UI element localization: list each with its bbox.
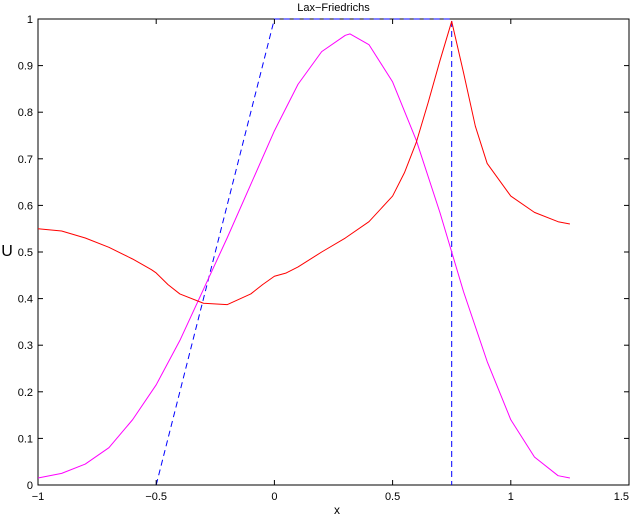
plot-area xyxy=(37,18,630,486)
x-tick-label: 0 xyxy=(271,491,277,503)
x-tick-label: 1.5 xyxy=(614,491,629,503)
series-line-2 xyxy=(37,33,570,479)
y-tick-label: 0.9 xyxy=(18,61,33,73)
y-tick-label: 0.4 xyxy=(18,294,33,306)
y-axis-label: U xyxy=(1,243,13,260)
y-tick-label: 0.5 xyxy=(18,247,33,259)
y-tick-label: 1 xyxy=(27,14,33,26)
y-tick-label: 0.3 xyxy=(18,340,33,352)
x-tick-label: 1 xyxy=(508,491,514,503)
tick-layer: −1 −0.5 0 0.5 1 1.5 0 0.1 0.2 0.3 0.4 0.5 0.6 0.7 0.8 0… xyxy=(18,14,630,503)
x-tick-label: −0.5 xyxy=(145,491,167,503)
y-tick-label: 0.2 xyxy=(18,387,33,399)
y-tick-label: 0 xyxy=(27,480,33,492)
series-layer xyxy=(37,18,570,486)
x-tick-label: −1 xyxy=(32,491,45,503)
x-axis-label: x xyxy=(334,503,340,517)
y-tick-label: 0.6 xyxy=(18,200,33,212)
series-line-3 xyxy=(37,20,570,306)
y-tick-label: 0.1 xyxy=(18,433,33,445)
x-tick-label: 0.5 xyxy=(385,491,400,503)
chart-title: Lax−Friedrichs xyxy=(297,2,370,14)
y-tick-label: 0.8 xyxy=(18,107,33,119)
y-tick-label: 0.7 xyxy=(18,154,33,166)
